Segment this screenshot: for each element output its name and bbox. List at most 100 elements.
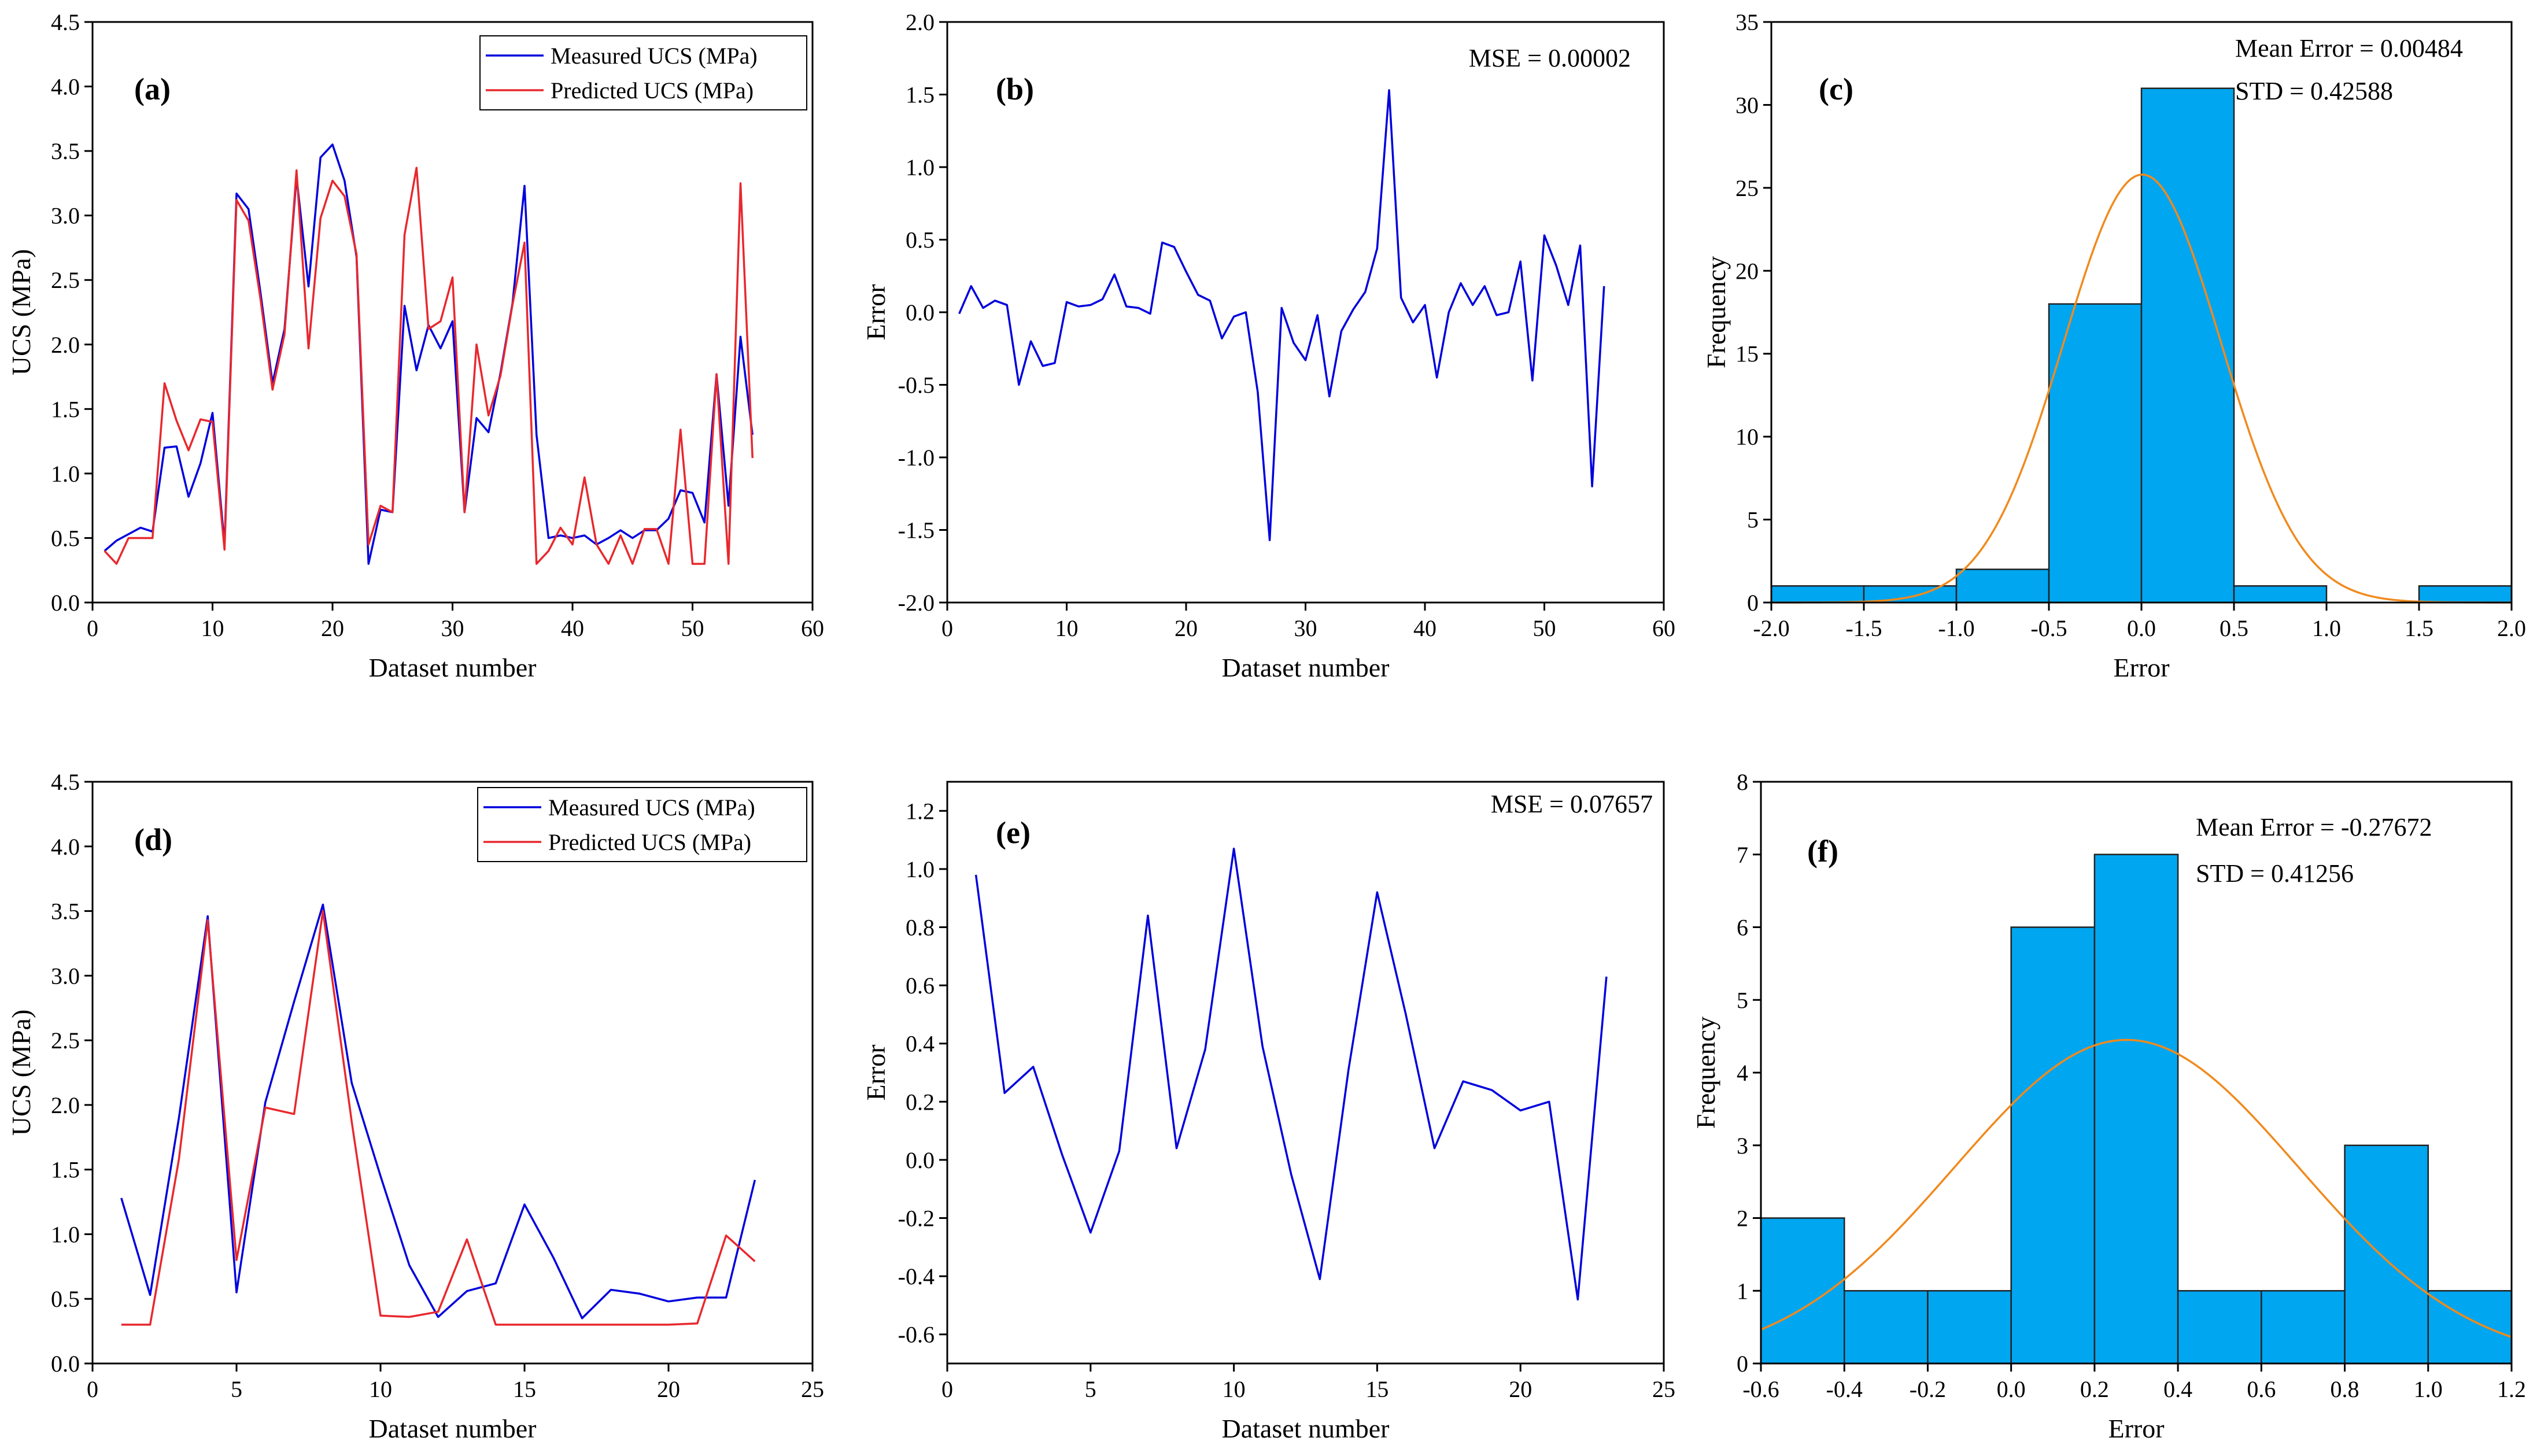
x-tick-label: 40 [561, 615, 584, 641]
y-tick-label: 3.0 [51, 203, 80, 229]
x-tick-label: 0 [87, 615, 98, 641]
x-tick-label: -0.6 [1742, 1376, 1779, 1402]
histogram-bar [1843, 1290, 1929, 1365]
std-annotation: STD = 0.42588 [2235, 77, 2393, 105]
panel-label: (c) [1819, 72, 1853, 106]
x-tick-label: 10 [201, 615, 224, 641]
series-line-measured-ucs-mpa [104, 143, 754, 565]
panel-d: 0 5 10 15 20 25 0.0 0.5 1.0 1.5 2.0 2.5 3.0 3.5 4.0 4.5… [6, 769, 824, 1443]
y-tick-label: 2.0 [906, 9, 935, 35]
panel-label: (f) [1807, 834, 1838, 869]
y-tick-label: 3 [1737, 1133, 1748, 1159]
panel-e: 0 5 10 15 20 25 -0.6 -0.4 -0.2 0.0 0.2 0.4 0.6 0.8 1.0… [861, 781, 1675, 1443]
y-axis-title: Error [861, 284, 891, 340]
y-tick-label: -0.4 [898, 1263, 935, 1289]
x-tick-label: 0.8 [2331, 1376, 2359, 1402]
y-tick-label: 3.5 [51, 899, 80, 925]
y-tick-label: 6 [1737, 915, 1748, 941]
plot-frame [946, 781, 1665, 1365]
plot-frame [946, 21, 1665, 604]
histogram-bar [2048, 303, 2143, 604]
y-tick-label: -0.5 [898, 372, 935, 398]
plot-frame [91, 781, 814, 1365]
legend-box [477, 787, 807, 862]
y-tick-label: 1.2 [906, 798, 935, 824]
y-tick-label: 2.5 [51, 1028, 80, 1054]
x-tick-label: 0 [941, 615, 953, 641]
y-axis-title: UCS (MPa) [6, 249, 36, 376]
y-tick-label: 0.5 [51, 1286, 80, 1312]
x-axis-title: Dataset number [1222, 653, 1390, 682]
y-tick-label: 0.0 [51, 590, 80, 616]
histogram-bar [2140, 87, 2235, 604]
x-tick-label: -1.0 [1938, 615, 1974, 641]
x-axis-title: Error [2113, 653, 2169, 682]
y-tick-label: -2.0 [898, 590, 935, 616]
x-tick-label: 40 [1413, 615, 1436, 641]
y-tick-label: 0.0 [51, 1351, 80, 1377]
x-tick-label: 2.0 [2497, 615, 2526, 641]
panel-label: (d) [134, 822, 172, 857]
y-axis-title: Frequency [1691, 1017, 1720, 1129]
panel-label: (a) [134, 72, 171, 106]
x-tick-label: 15 [513, 1376, 536, 1402]
x-axis-title: Dataset number [369, 1414, 537, 1443]
y-tick-label: 8 [1737, 769, 1748, 795]
y-tick-label: 2.5 [51, 267, 80, 293]
x-tick-label: 0.0 [1997, 1376, 2026, 1402]
x-tick-label: 20 [321, 615, 344, 641]
x-tick-label: 15 [1365, 1376, 1388, 1402]
y-tick-label: 1.0 [906, 154, 935, 180]
x-tick-label: 20 [1509, 1376, 1532, 1402]
normal-fit-curve [1771, 173, 2512, 604]
y-tick-label: 2 [1737, 1206, 1748, 1232]
y-tick-label: 0.5 [51, 525, 80, 551]
legend: Measured UCS (MPa) Predicted UCS (MPa) [477, 787, 807, 862]
y-tick-label: 0.4 [906, 1031, 935, 1057]
y-tick-label: 3.5 [51, 138, 80, 164]
y-tick-label: 0.0 [906, 300, 935, 326]
y-tick-label: 35 [1735, 9, 1759, 35]
histogram-bar [2344, 1144, 2429, 1365]
x-tick-label: 5 [1085, 1376, 1096, 1402]
y-tick-label: 10 [1735, 424, 1759, 450]
legend: Measured UCS (MPa) Predicted UCS (MPa) [479, 35, 807, 110]
y-tick-label: 0.0 [906, 1147, 935, 1173]
x-tick-label: 1.5 [2405, 615, 2433, 641]
x-tick-label: 25 [801, 1376, 824, 1402]
series-line-measured-ucs-mpa [120, 903, 756, 1320]
x-tick-label: 0 [87, 1376, 98, 1402]
histogram-bar [2177, 1290, 2262, 1365]
histogram-bar [1955, 568, 2050, 604]
x-tick-label: 0.0 [2127, 615, 2156, 641]
panel-label: (e) [996, 815, 1031, 850]
x-axis-title: Dataset number [369, 653, 537, 682]
y-tick-label: -1.5 [898, 518, 935, 544]
y-tick-label: 7 [1737, 842, 1748, 868]
y-tick-label: 15 [1735, 341, 1759, 367]
panel-c: -2.0 -1.5 -1.0 -0.5 0.0 0.5 1.0 1.5 2.0 0 5 10 15 20 2… [1701, 9, 2526, 682]
panel-b: 0 10 20 30 40 50 60 -2.0 -1.5 -1.0 -0.5 0.0 0.5 1.0 1.… [861, 9, 1675, 682]
y-tick-label: 1 [1737, 1278, 1748, 1304]
y-tick-label: 5 [1747, 507, 1759, 533]
y-axis-title: Frequency [1701, 256, 1731, 368]
y-tick-label: 1.5 [51, 396, 80, 422]
y-tick-label: 3.0 [51, 963, 80, 989]
legend-entry: Predicted UCS (MPa) [551, 77, 754, 104]
legend-entry: Predicted UCS (MPa) [548, 829, 751, 855]
x-tick-label: 0.6 [2247, 1376, 2276, 1402]
x-tick-label: 10 [1223, 1376, 1246, 1402]
y-tick-label: 0.2 [906, 1089, 935, 1115]
normal-fit-curve [1760, 1039, 2512, 1338]
x-tick-label: 50 [681, 615, 704, 641]
y-tick-label: 1.5 [51, 1157, 80, 1183]
x-tick-label: -0.2 [1910, 1376, 1946, 1402]
x-tick-label: 5 [231, 1376, 242, 1402]
panel-a: 0 10 20 30 40 50 60 0.0 0.5 1.0 1.5 2.0 2.5 3.0 3.5 4.0… [6, 9, 824, 682]
series-line-error [974, 847, 1608, 1301]
y-tick-label: 2.0 [51, 1092, 80, 1118]
x-tick-label: 0.2 [2080, 1376, 2109, 1402]
y-tick-label: 1.0 [906, 856, 935, 882]
y-tick-label: 4.0 [51, 834, 80, 860]
mean-error-annotation: Mean Error = 0.00484 [2235, 34, 2463, 62]
